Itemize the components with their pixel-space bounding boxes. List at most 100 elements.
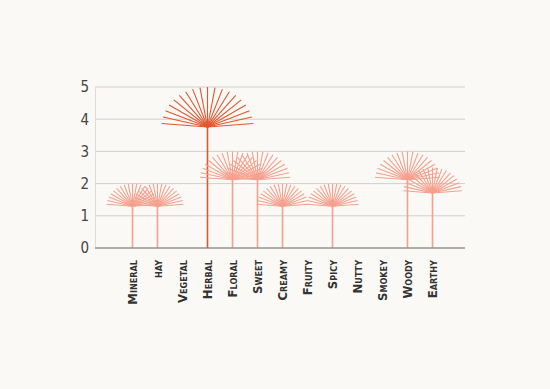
petal xyxy=(208,95,236,127)
petal xyxy=(258,164,285,180)
stem xyxy=(232,180,234,248)
y-tick: 5 xyxy=(80,78,95,96)
y-axis-line xyxy=(95,88,96,249)
grid-line xyxy=(95,119,465,120)
x-tick: Sweet xyxy=(250,248,265,294)
x-tick: Earthy xyxy=(425,248,440,298)
petal xyxy=(227,152,232,180)
marks xyxy=(107,87,462,248)
x-tick: Herbal xyxy=(200,248,215,299)
grid-line xyxy=(95,151,465,152)
x-tick-label: Fruity xyxy=(300,260,315,295)
y-tick-label: 2 xyxy=(80,175,89,193)
petal xyxy=(397,153,408,180)
x-tick-label: Vegetal xyxy=(175,260,190,303)
stem xyxy=(257,180,259,248)
y-tick-label: 4 xyxy=(80,111,89,129)
flower xyxy=(132,184,184,248)
petal xyxy=(165,111,207,127)
flower xyxy=(225,151,290,248)
x-tick: Spicy xyxy=(325,248,340,289)
petal xyxy=(200,88,208,127)
x-tick-label: Nutty xyxy=(350,260,365,294)
x-tick-label: Spicy xyxy=(325,260,340,289)
petal xyxy=(128,184,132,206)
petal xyxy=(428,168,433,193)
petal xyxy=(208,105,246,127)
petal xyxy=(247,153,258,180)
petal xyxy=(153,184,157,206)
petal xyxy=(283,204,309,206)
x-tick: hay xyxy=(150,248,165,278)
flower xyxy=(403,168,461,249)
flower xyxy=(200,151,265,248)
flower xyxy=(375,151,440,248)
grid-line xyxy=(95,87,465,88)
petal xyxy=(433,191,462,193)
petal xyxy=(408,155,423,180)
petal xyxy=(222,153,233,180)
x-tick-label: Herbal xyxy=(200,260,215,299)
y-axis: 0 1 2 3 4 5 xyxy=(80,78,95,257)
petal xyxy=(380,164,407,180)
petal xyxy=(252,152,257,180)
y-tick: 2 xyxy=(80,175,95,193)
petal xyxy=(415,173,433,193)
x-tick-label: Earthy xyxy=(425,260,440,298)
petal xyxy=(193,89,208,127)
petal xyxy=(328,184,332,206)
petal xyxy=(408,179,432,193)
stem xyxy=(432,193,434,248)
x-tick-label: Mineral xyxy=(125,260,140,305)
x-tick-label: Sweet xyxy=(250,260,265,294)
petal xyxy=(274,185,282,206)
y-tick-label: 1 xyxy=(80,207,89,225)
petal xyxy=(333,201,358,207)
petal xyxy=(388,157,408,179)
x-tick: Mineral xyxy=(125,248,140,305)
y-tick: 0 xyxy=(80,239,95,257)
petal xyxy=(402,152,407,180)
flower xyxy=(257,184,309,248)
x-axis: Mineral hay Vegetal Herbal Floral Sweet Creamy… xyxy=(95,248,465,305)
petal xyxy=(149,185,157,206)
y-tick-label: 3 xyxy=(80,143,89,161)
y-tick: 3 xyxy=(80,143,95,161)
x-tick-label: Woody xyxy=(400,260,415,299)
y-tick: 1 xyxy=(80,207,95,225)
x-axis-line xyxy=(95,248,465,249)
petal xyxy=(408,164,435,180)
y-tick-label: 5 xyxy=(80,78,89,96)
y-tick-label: 0 xyxy=(80,239,89,257)
petal xyxy=(283,201,308,207)
grid xyxy=(95,87,465,248)
petal xyxy=(324,185,332,206)
petal xyxy=(207,87,208,127)
stem xyxy=(207,127,209,248)
stem xyxy=(157,206,159,248)
x-tick: Floral xyxy=(225,248,240,297)
stem xyxy=(332,206,334,248)
x-tick: Woody xyxy=(400,248,415,299)
petal xyxy=(179,95,207,127)
petal xyxy=(124,185,132,206)
petal xyxy=(238,157,258,179)
petal xyxy=(158,204,184,206)
stem xyxy=(132,206,134,248)
x-tick: Vegetal xyxy=(175,248,190,303)
petal xyxy=(278,184,282,206)
x-tick-label: hay xyxy=(150,260,165,278)
petal xyxy=(258,173,290,180)
x-tick-label: Creamy xyxy=(275,260,290,301)
stem xyxy=(282,206,284,248)
petal xyxy=(208,92,230,127)
petal xyxy=(208,123,254,126)
x-tick-label: Floral xyxy=(225,260,240,297)
flower xyxy=(307,184,359,248)
grid-line xyxy=(95,248,465,249)
x-tick: Nutty xyxy=(350,248,365,293)
petal xyxy=(230,164,257,180)
petal xyxy=(258,177,291,179)
petal xyxy=(258,155,273,180)
petal xyxy=(433,187,461,193)
